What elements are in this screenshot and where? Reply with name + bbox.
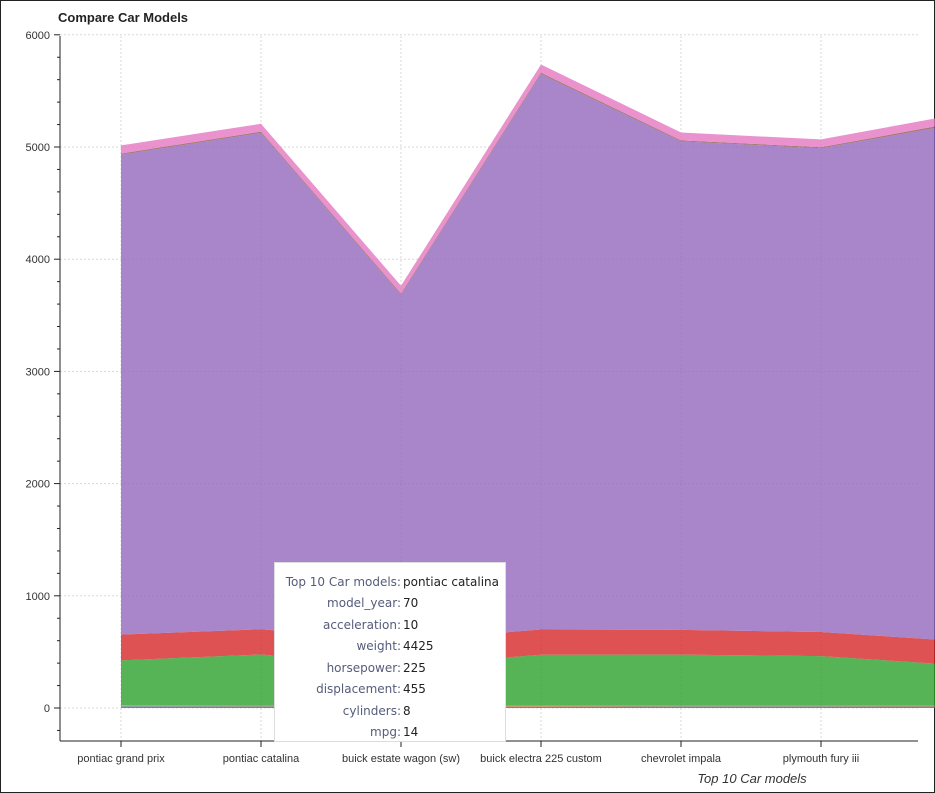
x-axis-label: Top 10 Car models <box>697 771 807 786</box>
tooltip-row-acceleration: acceleration: 10 <box>281 614 499 636</box>
tooltip-row-category: Top 10 Car models: pontiac catalina <box>281 571 499 593</box>
y-tick-label: 6000 <box>26 30 50 42</box>
area-series-weight[interactable] <box>121 73 935 642</box>
tooltip-key: cylinders: <box>342 703 401 718</box>
y-tick-label: 3000 <box>26 366 50 378</box>
tooltip-key: acceleration: <box>323 617 401 632</box>
tooltip-row-displacement: displacement: 455 <box>281 679 499 701</box>
tooltip-value: 4425 <box>403 639 434 654</box>
x-tick-label: chevrolet impala <box>641 753 722 765</box>
x-tick-label: plymouth fury iii <box>783 753 859 765</box>
tooltip-key: horsepower: <box>326 660 401 675</box>
tooltip-value: 70 <box>403 596 419 611</box>
y-tick-label: 2000 <box>26 479 50 491</box>
stacked-areas[interactable] <box>121 64 935 708</box>
x-tick-label: buick estate wagon (sw) <box>342 753 460 765</box>
tooltip-key: displacement: <box>316 682 401 697</box>
tooltip-row-model-year: model_year: 70 <box>281 593 499 615</box>
x-tick-label: pontiac grand prix <box>77 753 165 765</box>
area-series-displacement[interactable] <box>121 654 935 706</box>
chart-title: Compare Car Models <box>58 10 189 25</box>
tooltip-value: 225 <box>403 660 426 675</box>
x-tick-label: pontiac catalina <box>223 753 300 765</box>
y-tick-label: 5000 <box>26 142 50 154</box>
tooltip-row-horsepower: horsepower: 225 <box>281 657 499 679</box>
tooltip-key: mpg: <box>370 725 401 740</box>
tooltip-key: model_year: <box>327 596 401 611</box>
tooltip-value: 10 <box>403 617 419 632</box>
tooltip-row-cylinders: cylinders: 8 <box>281 700 499 722</box>
y-tick-label: 4000 <box>26 254 50 266</box>
tooltip-value: pontiac catalina <box>402 574 499 589</box>
y-tick-label: 1000 <box>26 591 50 603</box>
tooltip-value: 455 <box>403 682 426 697</box>
tooltip-key: Top 10 Car models: <box>285 574 401 589</box>
x-tick-label: buick electra 225 custom <box>480 753 602 765</box>
tooltip-key: weight: <box>356 639 401 654</box>
tooltip-row-weight: weight: 4425 <box>281 636 499 658</box>
tooltip-row-mpg: mpg: 14 <box>281 722 499 744</box>
y-tick-label: 0 <box>44 703 50 715</box>
hover-tooltip: Top 10 Car models: pontiac catalina mode… <box>274 562 506 742</box>
tooltip-value: 14 <box>403 725 419 740</box>
tooltip-value: 8 <box>403 703 411 718</box>
